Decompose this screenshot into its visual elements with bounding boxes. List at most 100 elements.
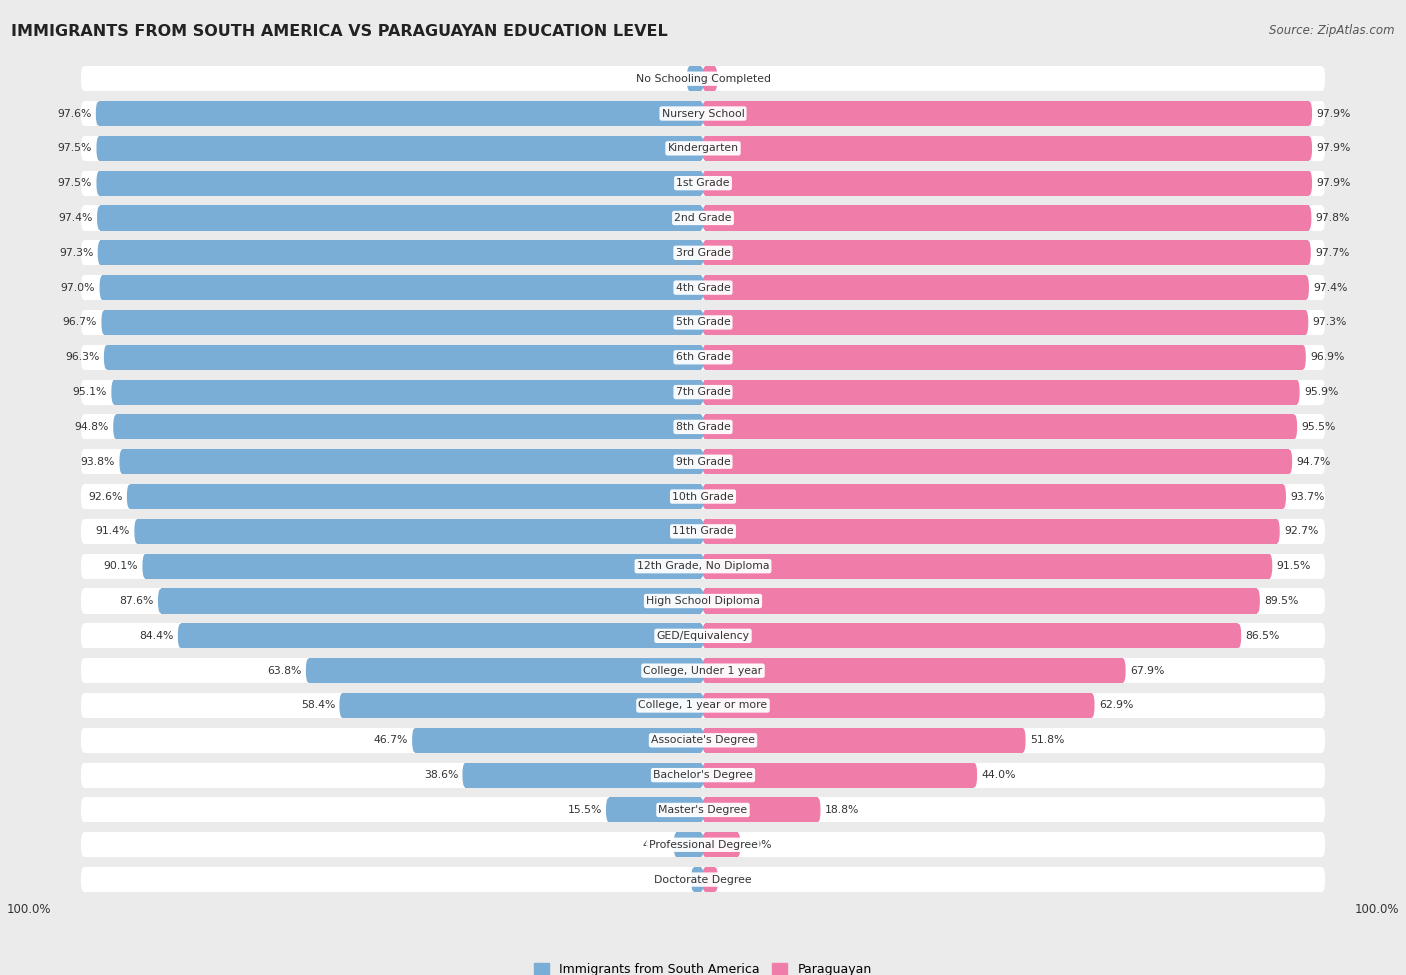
Text: 11th Grade: 11th Grade — [672, 526, 734, 536]
Circle shape — [1320, 67, 1324, 90]
FancyBboxPatch shape — [83, 727, 1323, 753]
Text: 58.4%: 58.4% — [301, 700, 335, 711]
Circle shape — [703, 415, 707, 438]
Circle shape — [699, 137, 703, 160]
FancyBboxPatch shape — [83, 658, 1323, 683]
Circle shape — [1292, 415, 1296, 438]
Text: 91.5%: 91.5% — [1277, 562, 1310, 571]
Text: 2nd Grade: 2nd Grade — [675, 213, 731, 223]
FancyBboxPatch shape — [704, 240, 1308, 265]
Circle shape — [699, 799, 703, 821]
Circle shape — [703, 311, 707, 333]
FancyBboxPatch shape — [704, 310, 1306, 335]
Circle shape — [98, 207, 101, 229]
Circle shape — [703, 729, 707, 752]
Circle shape — [114, 415, 118, 438]
FancyBboxPatch shape — [704, 727, 1024, 753]
Text: 2.5%: 2.5% — [655, 74, 682, 84]
Text: 96.7%: 96.7% — [63, 318, 97, 328]
Circle shape — [82, 694, 86, 717]
Circle shape — [1306, 242, 1310, 264]
Circle shape — [699, 346, 703, 369]
FancyBboxPatch shape — [704, 449, 1289, 474]
Circle shape — [1320, 137, 1324, 160]
Circle shape — [1256, 590, 1260, 612]
Circle shape — [1308, 137, 1312, 160]
Text: 9th Grade: 9th Grade — [676, 456, 730, 467]
Circle shape — [97, 137, 101, 160]
Circle shape — [1320, 625, 1324, 647]
Circle shape — [98, 242, 103, 264]
Circle shape — [413, 729, 416, 752]
Circle shape — [1320, 207, 1324, 229]
Text: 97.7%: 97.7% — [1315, 248, 1350, 257]
FancyBboxPatch shape — [83, 867, 1323, 892]
Text: Doctorate Degree: Doctorate Degree — [654, 875, 752, 884]
Circle shape — [82, 172, 86, 194]
Circle shape — [703, 799, 707, 821]
Text: 8th Grade: 8th Grade — [676, 422, 730, 432]
Text: 3rd Grade: 3rd Grade — [675, 248, 731, 257]
Circle shape — [82, 555, 86, 577]
Circle shape — [1021, 729, 1025, 752]
Text: 1.8%: 1.8% — [659, 875, 688, 884]
FancyBboxPatch shape — [145, 554, 702, 579]
Circle shape — [1320, 799, 1324, 821]
Text: 97.4%: 97.4% — [1313, 283, 1347, 292]
Text: 5.9%: 5.9% — [745, 839, 772, 850]
Legend: Immigrants from South America, Paraguayan: Immigrants from South America, Paraguaya… — [529, 957, 877, 975]
Circle shape — [1320, 694, 1324, 717]
Circle shape — [1320, 590, 1324, 612]
Circle shape — [82, 242, 86, 264]
Circle shape — [703, 276, 707, 299]
Circle shape — [82, 520, 86, 543]
Circle shape — [699, 415, 703, 438]
Circle shape — [703, 450, 707, 473]
Circle shape — [699, 486, 703, 508]
FancyBboxPatch shape — [136, 519, 702, 544]
Circle shape — [82, 346, 86, 369]
Circle shape — [82, 276, 86, 299]
Text: Kindergarten: Kindergarten — [668, 143, 738, 153]
Circle shape — [1090, 694, 1094, 717]
Circle shape — [1281, 486, 1285, 508]
Circle shape — [1320, 242, 1324, 264]
FancyBboxPatch shape — [103, 275, 702, 300]
FancyBboxPatch shape — [107, 345, 702, 370]
Circle shape — [82, 137, 86, 160]
Text: 93.7%: 93.7% — [1291, 491, 1324, 501]
Circle shape — [1320, 520, 1324, 543]
Circle shape — [699, 590, 703, 612]
Circle shape — [1320, 834, 1324, 856]
Circle shape — [1303, 311, 1308, 333]
Circle shape — [82, 834, 86, 856]
FancyBboxPatch shape — [704, 554, 1270, 579]
Text: 7th Grade: 7th Grade — [676, 387, 730, 397]
Circle shape — [143, 555, 148, 577]
Circle shape — [703, 763, 707, 787]
Text: 44.0%: 44.0% — [981, 770, 1017, 780]
Text: 100.0%: 100.0% — [1354, 903, 1399, 916]
Circle shape — [120, 450, 124, 473]
FancyBboxPatch shape — [704, 101, 1309, 126]
FancyBboxPatch shape — [689, 66, 702, 92]
Circle shape — [1320, 729, 1324, 752]
FancyBboxPatch shape — [100, 240, 702, 265]
Circle shape — [104, 346, 108, 369]
Text: 6th Grade: 6th Grade — [676, 352, 730, 363]
Circle shape — [703, 67, 707, 90]
Text: IMMIGRANTS FROM SOUTH AMERICA VS PARAGUAYAN EDUCATION LEVEL: IMMIGRANTS FROM SOUTH AMERICA VS PARAGUA… — [11, 24, 668, 39]
FancyBboxPatch shape — [676, 833, 702, 857]
Circle shape — [699, 520, 703, 543]
FancyBboxPatch shape — [83, 693, 1323, 718]
Circle shape — [82, 763, 86, 787]
Text: 97.0%: 97.0% — [60, 283, 96, 292]
Text: 4th Grade: 4th Grade — [676, 283, 730, 292]
FancyBboxPatch shape — [104, 310, 702, 335]
Text: 15.5%: 15.5% — [568, 805, 602, 815]
Text: College, 1 year or more: College, 1 year or more — [638, 700, 768, 711]
Text: 100.0%: 100.0% — [7, 903, 52, 916]
Circle shape — [1320, 555, 1324, 577]
Text: 2.2%: 2.2% — [721, 74, 749, 84]
Circle shape — [1268, 555, 1271, 577]
